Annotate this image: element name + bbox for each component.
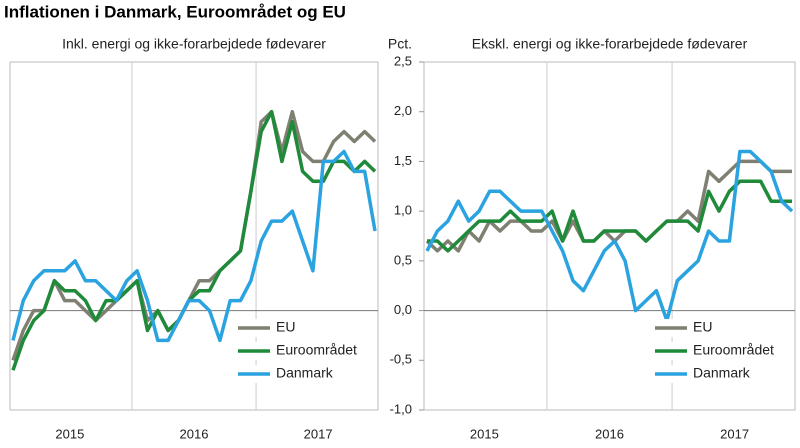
legend-label: Euroområdet (693, 342, 774, 358)
x-tick-label: 2016 (180, 426, 209, 441)
legend-box (234, 342, 374, 360)
legend-label: EU (276, 319, 295, 335)
y-tick-label: -0,5 (390, 352, 412, 367)
legend-label: Danmark (693, 365, 751, 381)
legend-label: Euroområdet (276, 342, 357, 358)
legend-label: Danmark (276, 365, 334, 381)
series-line (425, 149, 794, 323)
y-tick-label: 2,0 (394, 103, 412, 118)
chart-title: Inflationen i Danmark, Euroområdet og EU (4, 2, 346, 21)
y-tick-label: 2,5 (394, 53, 412, 68)
x-tick-label: 2016 (595, 426, 624, 441)
y-tick-label: 0,0 (394, 302, 412, 317)
y-tick-label: -1,0 (390, 401, 412, 416)
x-tick-label: 2017 (720, 426, 749, 441)
series-line (425, 159, 792, 253)
legend-box (651, 365, 791, 383)
x-tick-label: 2015 (55, 426, 84, 441)
x-tick-label: 2017 (304, 426, 333, 441)
plot-frame (423, 61, 796, 411)
series-line (427, 179, 792, 253)
panel-title: Inkl. energi og ikke-forarbejdede fødeva… (62, 36, 326, 52)
series-line (11, 109, 377, 371)
legend-label: EU (693, 319, 712, 335)
plot-frame (9, 61, 379, 411)
legend-box (651, 342, 791, 360)
panel-title: Ekskl. energi og ikke-forarbejdede fødev… (472, 36, 748, 52)
y-tick-label: 1,5 (394, 153, 412, 168)
series-line (11, 149, 377, 343)
y-axis-label: Pct. (388, 36, 412, 52)
legend-box (651, 319, 791, 337)
x-tick-label: 2015 (470, 426, 499, 441)
y-tick-label: 0,5 (394, 252, 412, 267)
series-line (11, 109, 377, 361)
y-tick-label: 1,0 (394, 203, 412, 218)
legend-box (234, 365, 374, 383)
legend-box (234, 319, 374, 337)
